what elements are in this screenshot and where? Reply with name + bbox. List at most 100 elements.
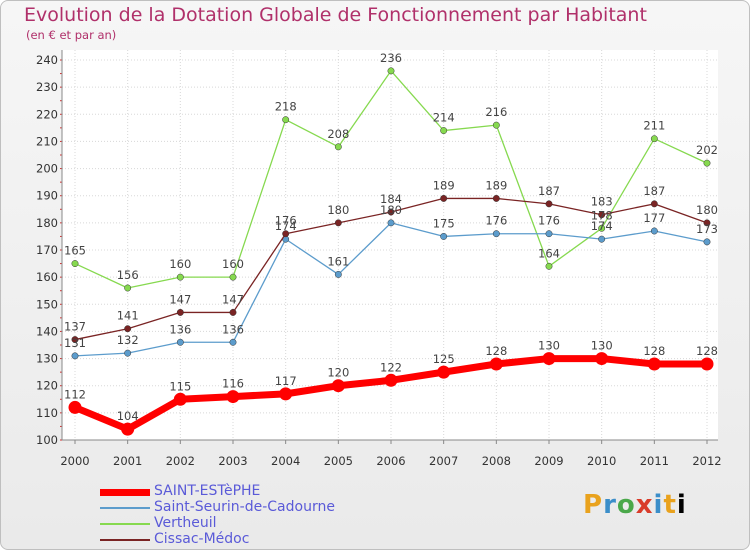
- data-point: [598, 224, 606, 232]
- data-label: 156: [117, 268, 139, 282]
- x-tick-label: 2012: [692, 454, 721, 468]
- data-point: [650, 200, 658, 208]
- y-tick-label: 220: [36, 107, 58, 121]
- y-tick-label: 240: [36, 53, 58, 67]
- chart-title: Evolution de la Dotation Globale de Fonc…: [24, 4, 647, 26]
- y-tick-label: 230: [36, 80, 58, 94]
- y-tick-label: 190: [36, 189, 58, 203]
- data-point: [545, 230, 553, 238]
- y-tick-label: 200: [36, 162, 58, 176]
- data-label: 131: [64, 336, 86, 350]
- y-tick-label: 170: [36, 243, 58, 257]
- data-point: [68, 400, 82, 414]
- data-label: 161: [327, 254, 349, 268]
- data-label: 117: [275, 374, 297, 388]
- data-label: 187: [643, 184, 665, 198]
- data-point: [387, 219, 395, 227]
- data-point: [650, 227, 658, 235]
- data-point: [124, 325, 132, 333]
- x-tick-label: 2005: [324, 454, 353, 468]
- data-point: [650, 135, 658, 143]
- data-point: [229, 273, 237, 281]
- data-label: 128: [643, 344, 665, 358]
- legend-swatch: [100, 523, 150, 525]
- data-point: [124, 349, 132, 357]
- legend-swatch: [100, 507, 150, 509]
- data-label: 174: [275, 219, 297, 233]
- data-label: 180: [327, 203, 349, 217]
- legend-label: SAINT-ESTèPHE: [154, 483, 261, 499]
- data-label: 180: [696, 203, 718, 217]
- data-point: [334, 219, 342, 227]
- data-point: [542, 352, 556, 366]
- x-tick-label: 2002: [166, 454, 195, 468]
- data-label: 130: [591, 339, 613, 353]
- x-tick-label: 2001: [113, 454, 142, 468]
- data-point: [489, 357, 503, 371]
- data-label: 116: [222, 377, 244, 391]
- x-tick-label: 2003: [218, 454, 247, 468]
- y-tick-label: 120: [36, 379, 58, 393]
- data-label: 176: [538, 214, 560, 228]
- data-point: [492, 230, 500, 238]
- data-label: 177: [643, 211, 665, 225]
- chart-subtitle: (en € et par an): [26, 28, 117, 42]
- data-point: [492, 121, 500, 129]
- legend-label: Vertheuil: [154, 515, 217, 531]
- data-point: [279, 387, 293, 401]
- data-label: 160: [169, 257, 191, 271]
- data-label: 178: [591, 208, 613, 222]
- data-point: [647, 357, 661, 371]
- y-tick-label: 180: [36, 216, 58, 230]
- data-point: [331, 379, 345, 393]
- data-point: [595, 352, 609, 366]
- y-tick-label: 150: [36, 297, 58, 311]
- data-point: [282, 230, 290, 238]
- data-label: 214: [433, 111, 455, 125]
- data-label: 202: [696, 143, 718, 157]
- data-label: 141: [117, 309, 139, 323]
- data-label: 176: [275, 214, 297, 228]
- data-point: [229, 338, 237, 346]
- data-label: 136: [169, 322, 191, 336]
- data-label: 115: [169, 379, 191, 393]
- data-label: 132: [117, 333, 139, 347]
- data-point: [703, 159, 711, 167]
- legend-label: Cissac-Médoc: [154, 531, 250, 547]
- data-point: [226, 390, 240, 404]
- data-label: 173: [696, 222, 718, 236]
- data-point: [71, 352, 79, 360]
- data-label: 189: [433, 178, 455, 192]
- data-label: 136: [222, 322, 244, 336]
- data-label: 112: [64, 387, 86, 401]
- x-tick-label: 2000: [60, 454, 89, 468]
- y-tick-label: 130: [36, 352, 58, 366]
- data-label: 160: [222, 257, 244, 271]
- data-label: 122: [380, 360, 402, 374]
- data-label: 189: [485, 178, 507, 192]
- data-label: 147: [169, 292, 191, 306]
- data-label: 165: [64, 244, 86, 258]
- data-label: 125: [433, 352, 455, 366]
- x-tick-label: 2004: [271, 454, 300, 468]
- data-point: [71, 260, 79, 268]
- data-point: [121, 422, 135, 436]
- data-label: 175: [433, 216, 455, 230]
- x-tick-label: 2009: [534, 454, 563, 468]
- data-point: [71, 336, 79, 344]
- y-tick-label: 160: [36, 270, 58, 284]
- data-label: 128: [696, 344, 718, 358]
- legend-swatch: [100, 489, 150, 496]
- y-tick-label: 110: [36, 406, 58, 420]
- data-point: [440, 232, 448, 240]
- data-point: [700, 357, 714, 371]
- data-point: [440, 127, 448, 135]
- data-point: [282, 116, 290, 124]
- data-label: 137: [64, 320, 86, 334]
- data-label: 184: [380, 192, 402, 206]
- data-label: 180: [380, 203, 402, 217]
- data-label: 218: [275, 100, 297, 114]
- y-tick-label: 100: [36, 433, 58, 447]
- data-point: [437, 365, 451, 379]
- x-tick-label: 2008: [482, 454, 511, 468]
